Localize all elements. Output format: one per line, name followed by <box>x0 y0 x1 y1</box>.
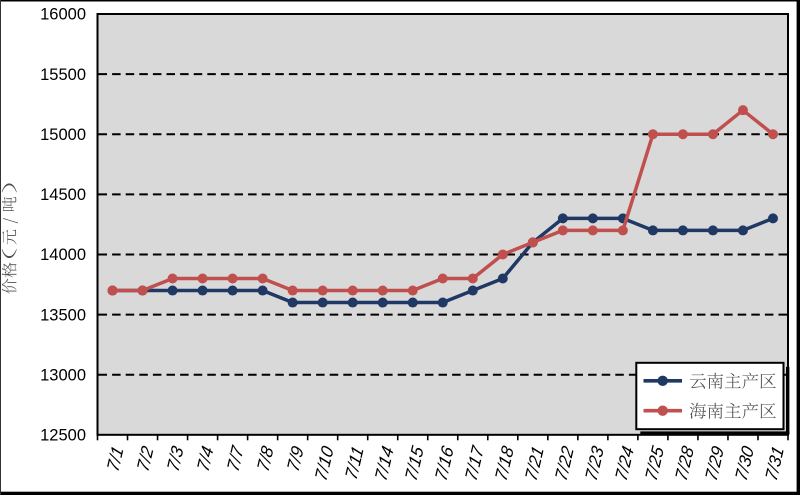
svg-text:14500: 14500 <box>40 186 86 204</box>
svg-text:15000: 15000 <box>40 126 86 144</box>
svg-text:13500: 13500 <box>40 306 86 324</box>
svg-text:15500: 15500 <box>40 66 86 84</box>
svg-text:14000: 14000 <box>40 246 86 264</box>
svg-text:12500: 12500 <box>40 427 86 445</box>
svg-text:13000: 13000 <box>40 366 86 384</box>
svg-text:16000: 16000 <box>40 6 86 24</box>
